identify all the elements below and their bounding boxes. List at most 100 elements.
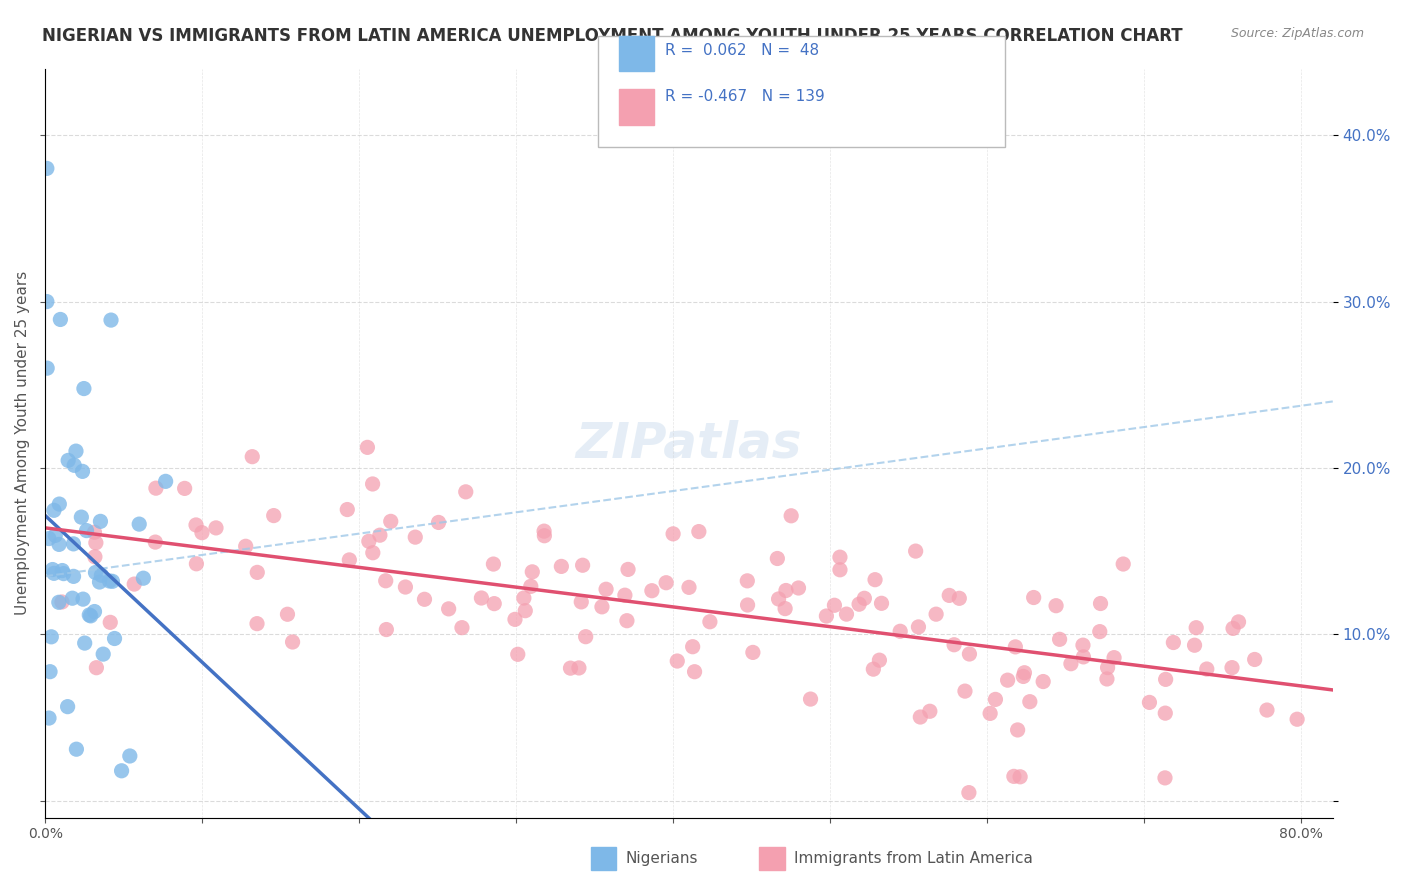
Point — [787, 581, 810, 595]
Point — [454, 484, 477, 499]
Point — [186, 557, 208, 571]
Point — [155, 475, 177, 489]
Point — [118, 749, 141, 764]
Point — [52, 566, 75, 581]
Point — [37, 361, 59, 376]
Point — [1007, 723, 1029, 737]
Point — [205, 521, 228, 535]
Point — [84, 566, 107, 580]
Point — [569, 595, 592, 609]
Point — [979, 706, 1001, 721]
Point — [1045, 599, 1067, 613]
Point — [520, 579, 543, 593]
Point — [1014, 665, 1036, 680]
Point — [41, 562, 63, 576]
Point — [51, 564, 73, 578]
Point — [35, 161, 58, 176]
Point — [1071, 638, 1094, 652]
Point — [1222, 621, 1244, 635]
Point — [870, 596, 893, 610]
Point — [451, 621, 474, 635]
Point — [595, 582, 617, 597]
Point — [766, 551, 789, 566]
Point — [482, 557, 505, 571]
Point — [835, 607, 858, 621]
Point — [688, 524, 710, 539]
Point — [89, 514, 111, 528]
Point — [240, 450, 263, 464]
Point — [427, 516, 450, 530]
Point — [246, 566, 269, 580]
Point — [522, 565, 544, 579]
Point — [655, 575, 678, 590]
Point — [56, 453, 79, 467]
Point — [506, 648, 529, 662]
Point — [39, 630, 62, 644]
Point — [617, 562, 640, 576]
Point — [184, 518, 207, 533]
Point — [98, 615, 121, 630]
Point — [235, 539, 257, 553]
Point — [470, 591, 492, 605]
Point — [263, 508, 285, 523]
Point — [49, 312, 72, 326]
Point — [38, 711, 60, 725]
Point — [1102, 650, 1125, 665]
Point — [90, 568, 112, 582]
Point — [943, 638, 966, 652]
Point — [1095, 672, 1118, 686]
Point — [780, 508, 803, 523]
Point — [613, 588, 636, 602]
Point — [1139, 695, 1161, 709]
Point — [86, 661, 108, 675]
Point — [375, 623, 398, 637]
Point — [276, 607, 298, 622]
Point — [83, 525, 105, 540]
Point — [143, 535, 166, 549]
Point — [51, 595, 73, 609]
Point — [1163, 635, 1185, 649]
Point — [515, 604, 537, 618]
Point — [918, 704, 941, 718]
Point — [737, 574, 759, 588]
Point — [1004, 640, 1026, 654]
Point — [281, 635, 304, 649]
Point — [394, 580, 416, 594]
Point — [84, 535, 107, 549]
Point — [904, 544, 927, 558]
Point — [65, 742, 87, 756]
Point — [560, 661, 582, 675]
Point — [1088, 624, 1111, 639]
Point — [79, 608, 101, 623]
Point — [984, 692, 1007, 706]
Point — [741, 645, 763, 659]
Point — [1185, 621, 1208, 635]
Point — [361, 477, 384, 491]
Point — [98, 574, 121, 588]
Point — [76, 524, 98, 538]
Point — [907, 620, 929, 634]
Point — [957, 647, 980, 661]
Point — [100, 313, 122, 327]
Point — [828, 550, 851, 565]
Point — [1018, 695, 1040, 709]
Point — [550, 559, 572, 574]
Point — [678, 580, 700, 594]
Point — [48, 497, 70, 511]
Point — [357, 534, 380, 549]
Point — [799, 692, 821, 706]
Point — [666, 654, 689, 668]
Point — [503, 612, 526, 626]
Point — [1032, 674, 1054, 689]
Point — [103, 632, 125, 646]
Point — [533, 524, 555, 538]
Y-axis label: Unemployment Among Youth under 25 years: Unemployment Among Youth under 25 years — [15, 271, 30, 615]
Point — [173, 482, 195, 496]
Point — [62, 537, 84, 551]
Point — [1022, 591, 1045, 605]
Point — [1227, 615, 1250, 629]
Point — [768, 592, 790, 607]
Point — [413, 592, 436, 607]
Point — [863, 573, 886, 587]
Point — [1060, 657, 1083, 671]
